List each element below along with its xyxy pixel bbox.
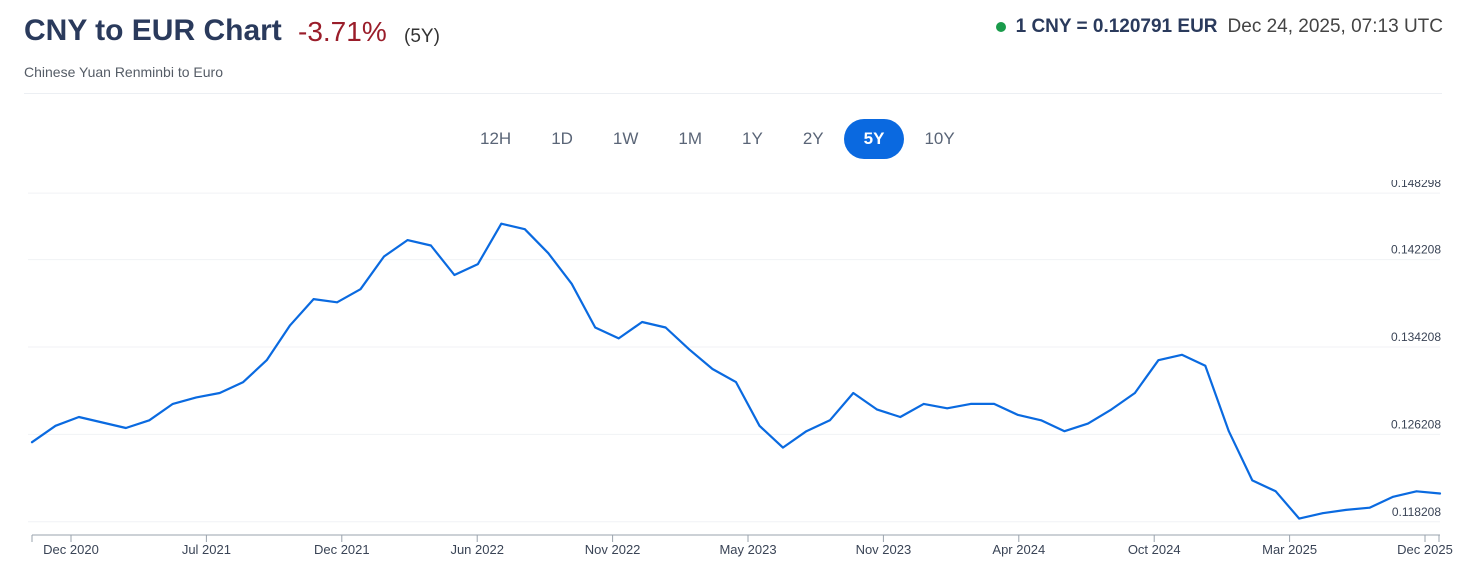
data-point	[124, 427, 127, 429]
data-point	[1321, 512, 1324, 515]
x-tick-label: Apr 2024	[992, 542, 1045, 557]
page-title: CNY to EUR Chart	[24, 14, 282, 47]
range-button-1m[interactable]: 1M	[678, 129, 703, 148]
page-subtitle: Chinese Yuan Renminbi to Euro	[24, 64, 223, 80]
series-line	[30, 222, 1442, 520]
data-point	[1368, 506, 1371, 509]
data-point	[101, 421, 104, 424]
data-point	[1157, 359, 1160, 362]
y-tick-label: 0.126208	[1391, 417, 1441, 431]
chart-header: CNY to EUR Chart -3.71% (5Y) Chinese Yua…	[0, 0, 1465, 95]
data-point	[735, 381, 737, 383]
range-button-12h[interactable]: 12H	[480, 129, 512, 148]
data-point	[1298, 517, 1301, 520]
data-point	[1180, 353, 1183, 356]
range-button-1y[interactable]: 1Y	[742, 129, 763, 148]
data-point	[946, 407, 949, 410]
data-point	[265, 359, 268, 362]
data-point	[476, 263, 479, 266]
data-point	[1204, 364, 1207, 367]
data-point	[688, 348, 690, 351]
data-point	[383, 255, 385, 258]
data-point	[641, 321, 644, 323]
range-button-10y[interactable]: 10Y	[924, 129, 955, 148]
data-point	[500, 222, 503, 225]
x-tick-label: May 2023	[719, 542, 776, 557]
data-point	[922, 403, 925, 405]
data-point	[969, 403, 972, 405]
rate-value: 1 CNY = 0.120791 EUR	[1015, 16, 1218, 37]
data-point	[1392, 495, 1394, 498]
percent-change: -3.71%	[298, 16, 387, 47]
y-tick-label: 0.118208	[1392, 505, 1441, 519]
data-point	[406, 239, 409, 241]
x-tick-label: Mar 2025	[1262, 542, 1317, 557]
live-rate: 1 CNY = 0.120791 EUR Dec 24, 2025, 07:13…	[995, 16, 1443, 38]
data-point	[523, 228, 526, 231]
x-tick-label: Oct 2024	[1128, 542, 1181, 557]
data-point	[359, 288, 362, 291]
data-point	[1415, 490, 1418, 493]
data-point	[758, 424, 761, 427]
time-range-selector: 12H 1D 1W 1M 1Y 2Y 5Y 10Y	[460, 118, 975, 160]
x-tick-label: Jun 2022	[450, 542, 504, 557]
x-tick-label: Nov 2022	[585, 542, 641, 557]
x-tick-label: Dec 2025	[1397, 542, 1453, 557]
data-point	[594, 326, 597, 329]
y-tick-label: 0.134208	[1391, 330, 1441, 344]
x-tick-label: Dec 2020	[43, 542, 99, 557]
data-point	[1063, 430, 1066, 433]
data-point	[453, 274, 456, 276]
data-point	[195, 396, 198, 399]
header-divider	[24, 93, 1442, 94]
data-point	[430, 244, 432, 247]
data-point	[828, 419, 831, 422]
data-point	[1016, 413, 1019, 416]
live-status-dot-icon	[995, 22, 1006, 32]
data-point	[54, 424, 57, 427]
data-point	[218, 392, 221, 394]
data-point	[31, 441, 33, 444]
data-point	[875, 408, 878, 411]
data-point	[336, 301, 338, 304]
data-point	[1040, 419, 1042, 422]
data-point	[547, 252, 550, 255]
x-tick-label: Jul 2021	[182, 542, 231, 557]
data-point	[289, 324, 292, 327]
data-point	[1134, 392, 1136, 394]
data-point	[78, 416, 80, 418]
range-button-5y[interactable]: 5Y	[843, 119, 905, 159]
data-point	[899, 416, 902, 418]
data-point	[782, 446, 784, 449]
data-point	[570, 282, 573, 285]
data-point	[1274, 490, 1277, 493]
data-point	[1110, 408, 1113, 411]
data-point	[993, 403, 996, 405]
data-point	[148, 419, 151, 422]
y-tick-label: 0.148298	[1391, 180, 1441, 190]
data-point	[1251, 479, 1254, 482]
data-point	[617, 337, 620, 340]
data-point	[171, 403, 174, 405]
data-point	[1087, 422, 1089, 425]
line-chart: 0.148298 0.142208 0.134208 0.126208 0.118208…	[28, 180, 1453, 557]
data-point	[242, 381, 245, 383]
range-button-2y[interactable]: 2Y	[802, 129, 824, 148]
data-point	[312, 298, 315, 300]
period-label: (5Y)	[404, 26, 440, 47]
data-point	[1227, 430, 1230, 433]
x-tick-label: Nov 2023	[856, 542, 912, 557]
range-button-1w[interactable]: 1W	[612, 129, 639, 148]
y-tick-label: 0.142208	[1391, 243, 1441, 257]
x-tick-label: Dec 2021	[314, 542, 370, 557]
data-point	[852, 392, 855, 394]
range-button-1d[interactable]: 1D	[551, 129, 573, 148]
rate-timestamp: Dec 24, 2025, 07:13 UTC	[1227, 16, 1443, 37]
data-point	[664, 326, 667, 329]
data-point	[1345, 508, 1348, 511]
data-point	[1439, 492, 1441, 495]
data-point	[711, 368, 714, 370]
data-point	[805, 430, 808, 433]
